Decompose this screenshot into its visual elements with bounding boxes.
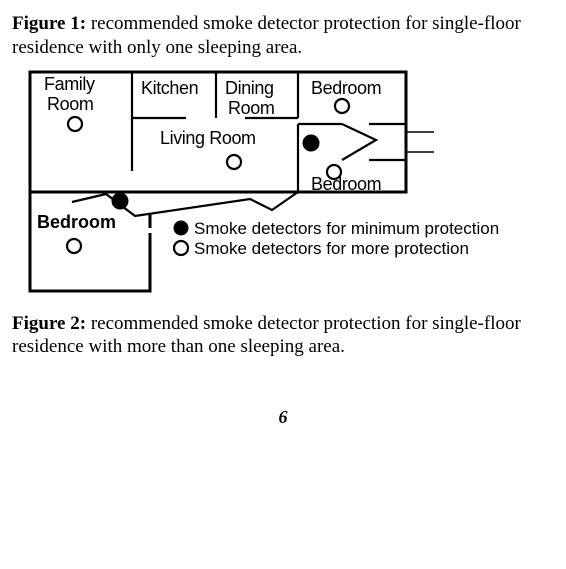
detector-more-bedroom-tr	[335, 99, 349, 113]
figure2-text: recommended smoke detector protection fo…	[12, 313, 521, 358]
floor-plan-diagram: Family Room Kitchen Dining Room Bedroom …	[20, 68, 550, 298]
legend-min-icon	[174, 221, 188, 235]
label-bedroom-tr: Bedroom	[311, 78, 381, 98]
figure2-label: Figure 2:	[12, 313, 86, 334]
label-family-room-1: Family	[44, 74, 95, 94]
floor-plan-svg: Family Room Kitchen Dining Room Bedroom …	[20, 68, 550, 298]
detector-more-bedroom-bl	[67, 239, 81, 253]
label-dining-2: Room	[228, 98, 274, 118]
legend-min-text: Smoke detectors for minimum protection	[194, 219, 499, 238]
label-family-room-2: Room	[47, 94, 93, 114]
figure1-text: recommended smoke detector protection fo…	[12, 13, 521, 58]
label-dining-1: Dining	[225, 78, 274, 98]
label-kitchen: Kitchen	[141, 78, 198, 98]
page-number: 6	[12, 407, 554, 428]
detector-min-hall	[303, 135, 319, 151]
detector-more-bedroom-r	[327, 165, 341, 179]
label-living-room: Living Room	[160, 128, 256, 148]
detector-more-living	[227, 155, 241, 169]
figure1-label: Figure 1:	[12, 13, 86, 34]
detector-min-lower	[112, 193, 128, 209]
legend-more-text: Smoke detectors for more protection	[194, 239, 469, 258]
label-bedroom-r: Bedroom	[311, 174, 381, 194]
legend-more-icon	[174, 241, 188, 255]
label-bedroom-bl: Bedroom	[37, 212, 116, 232]
figure1-caption: Figure 1: recommended smoke detector pro…	[12, 12, 554, 60]
figure2-caption: Figure 2: recommended smoke detector pro…	[12, 312, 554, 360]
detector-more-family	[68, 117, 82, 131]
